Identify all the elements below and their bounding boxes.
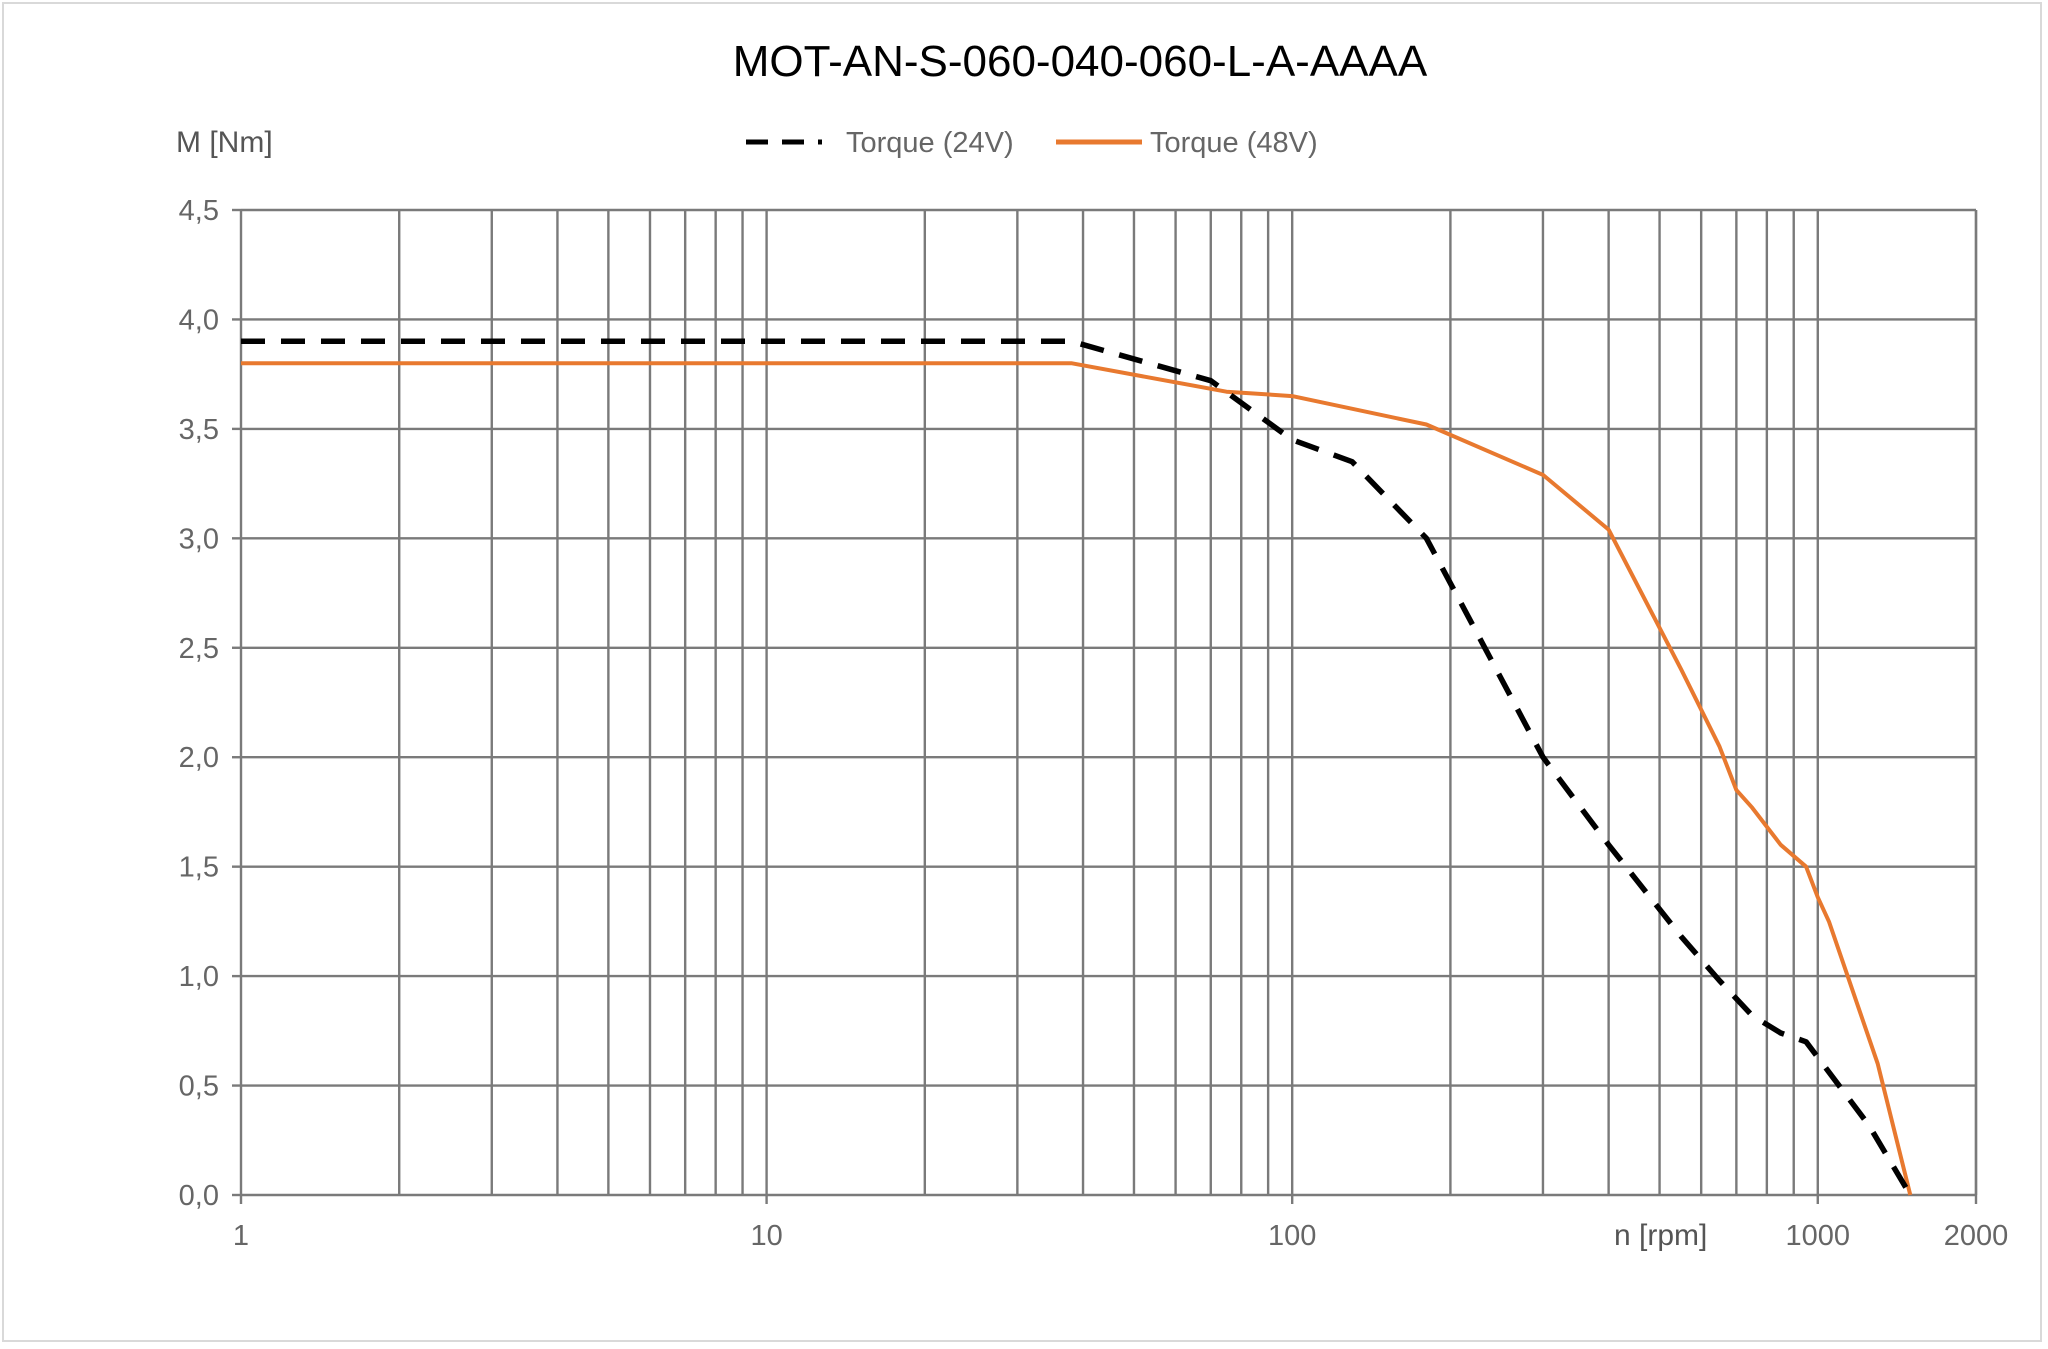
series-lines <box>241 338 1913 1197</box>
legend: Torque (24V) Torque (48V) <box>746 127 1318 159</box>
y-axis-label: M [Nm] <box>176 126 273 159</box>
x-tick-label: 10 <box>750 1220 782 1252</box>
y-tick-label: 1,0 <box>179 961 219 993</box>
tick-labels: 0,0 0,5 1,0 1,5 2,0 2,5 3,0 3,5 4,0 4,5 1 10 100 1000… <box>179 195 2009 1252</box>
y-tick-label: 2,0 <box>179 742 219 774</box>
y-tick-label: 4,0 <box>179 304 219 336</box>
x-tick-label: 100 <box>1268 1220 1316 1252</box>
series-line-torque-48v <box>241 361 1913 1196</box>
x-tick-label: 2000 <box>1944 1220 2009 1252</box>
y-tick-label: 3,5 <box>179 414 219 446</box>
y-tick-label: 2,5 <box>179 633 219 665</box>
y-tick-label: 0,0 <box>179 1180 219 1212</box>
x-tick-label: 1 <box>233 1220 249 1252</box>
chart-title: MOT-AN-S-060-040-060-L-A-AAAA <box>733 37 1428 86</box>
y-tick-label: 3,0 <box>179 523 219 555</box>
x-tick-label: 1000 <box>1786 1220 1851 1252</box>
y-tick-label: 0,5 <box>179 1071 219 1103</box>
torque-speed-chart: MOT-AN-S-060-040-060-L-A-AAAA M [Nm] n [… <box>176 37 2009 1252</box>
x-axis-label: n [rpm] <box>1614 1219 1707 1252</box>
legend-label-48v: Torque (48V) <box>1150 127 1318 159</box>
grid <box>239 208 1978 1197</box>
y-tick-label: 4,5 <box>179 195 219 227</box>
y-tick-label: 1,5 <box>179 852 219 884</box>
legend-label-24v: Torque (24V) <box>846 127 1014 159</box>
